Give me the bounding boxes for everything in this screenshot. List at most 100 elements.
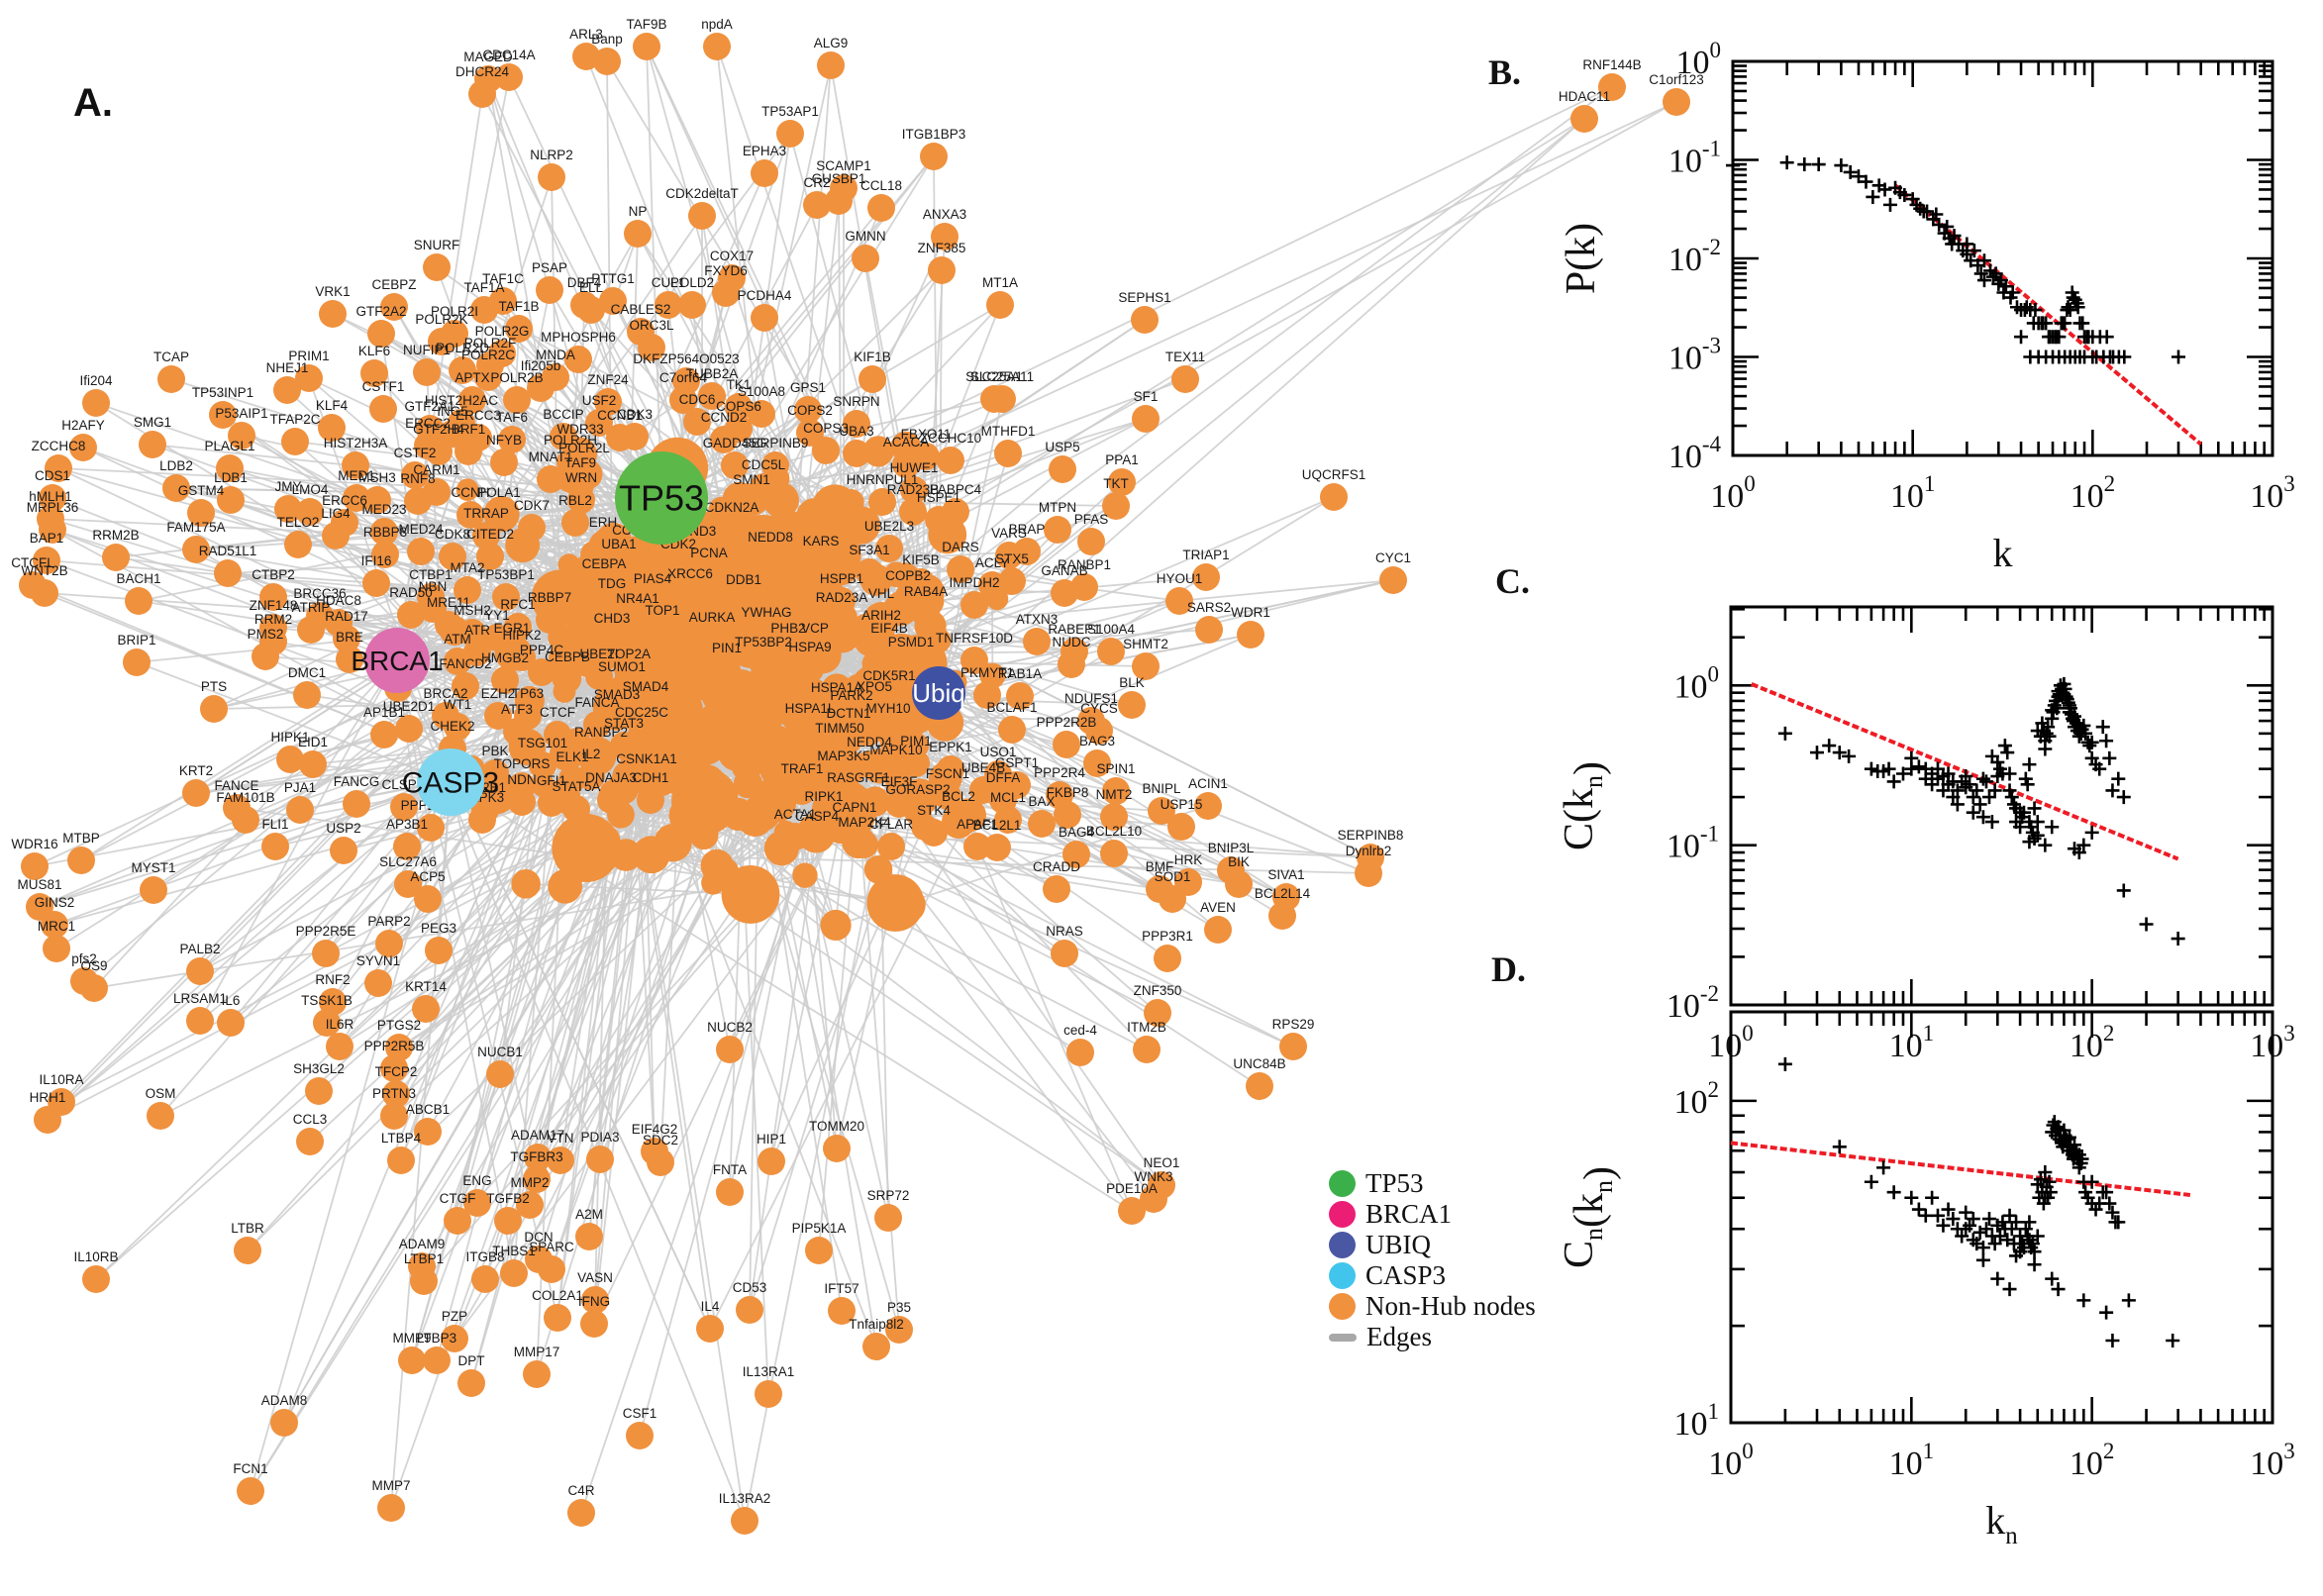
plot-frame	[1731, 59, 2274, 457]
panel-label-b: B.	[1488, 52, 1522, 92]
data-point	[2045, 820, 2060, 835]
data-point	[1777, 1056, 1792, 1071]
tick-label: 102	[1674, 1077, 1720, 1121]
plot-frame	[1729, 605, 2274, 1007]
data-point	[2002, 783, 2017, 798]
data-point	[1882, 197, 1897, 212]
data-point	[1990, 1271, 2005, 1286]
data-point	[2002, 1282, 2017, 1297]
tick-label: 10-2	[1668, 235, 1721, 278]
data-point	[1972, 797, 1987, 812]
data-point	[1810, 746, 1824, 760]
data-point	[2139, 917, 2154, 932]
panel-label-c: C.	[1495, 561, 1530, 601]
axis-title: kn	[1985, 1498, 2018, 1549]
tick-label: 10-1	[1666, 822, 1719, 865]
tick-label: 103	[2250, 1439, 2295, 1482]
tick-label: 100	[1676, 38, 1722, 81]
tick-label: 102	[2070, 471, 2116, 515]
axis-title: Cn(kn)	[1557, 1166, 1622, 1268]
data-point	[2099, 734, 2114, 748]
tick-label: 100	[1708, 1439, 1754, 1482]
data-point	[1925, 1190, 1940, 1205]
legend-dot-icon	[1329, 1170, 1356, 1197]
data-point	[2171, 932, 2185, 947]
legend-item-edges: Edges	[1329, 1322, 1536, 1352]
data-point	[1886, 1185, 1901, 1200]
data-point	[2022, 757, 2037, 772]
data-point	[1975, 771, 1990, 786]
data-point	[1876, 1160, 1891, 1175]
data-point	[1822, 739, 1837, 753]
data-point	[1904, 1190, 1919, 1205]
tick-label: 101	[1890, 471, 1936, 515]
data-point	[2166, 1334, 2180, 1348]
legend-label: BRCA1	[1365, 1199, 1453, 1229]
tick-label: 10-2	[1666, 981, 1719, 1025]
data-points	[1726, 155, 2186, 364]
data-point	[1911, 759, 1926, 774]
data-point	[1797, 157, 1812, 172]
data-point	[1918, 1208, 1933, 1223]
data-point	[2116, 790, 2131, 805]
data-point	[2058, 316, 2072, 331]
data-point	[2000, 746, 2015, 760]
legend-label: CASP3	[1365, 1260, 1447, 1290]
data-point	[2099, 1305, 2114, 1320]
panel-label-a: A.	[73, 81, 113, 125]
legend-item-casp3: CASP3	[1329, 1260, 1536, 1291]
tick-label: 100	[1674, 661, 1720, 705]
legend-label: TP53	[1365, 1168, 1424, 1198]
data-point	[2038, 838, 2053, 852]
data-point	[1997, 739, 2012, 753]
legend-dot-icon	[1329, 1293, 1356, 1320]
data-point	[1866, 189, 1880, 204]
legend-label: Edges	[1366, 1322, 1432, 1351]
data-point	[2082, 739, 2097, 753]
data-point	[2027, 1257, 2042, 1272]
legend-label: UBIQ	[1365, 1230, 1431, 1259]
data-point	[2045, 1271, 2060, 1286]
panel-label-d: D.	[1491, 949, 1526, 989]
data-point	[1972, 1225, 1987, 1240]
data-point	[1834, 158, 1849, 173]
data-points	[1777, 1056, 2180, 1348]
data-point	[2102, 750, 2117, 765]
legend-item-nonhub: Non-Hub nodes	[1329, 1291, 1536, 1322]
legend-label: Non-Hub nodes	[1365, 1291, 1536, 1321]
axis-title: P(k)	[1559, 223, 1604, 294]
data-point	[1811, 157, 1826, 172]
data-point	[2014, 330, 2029, 345]
data-point	[1981, 1212, 1996, 1227]
tick-label: 10-4	[1668, 432, 1722, 475]
data-point	[1975, 1252, 1990, 1267]
data-point	[2075, 316, 2090, 331]
data-point	[1966, 790, 1980, 805]
data-point	[2099, 330, 2114, 345]
data-point	[2084, 825, 2099, 840]
data-point	[2095, 720, 2110, 735]
data-point	[1777, 726, 1792, 741]
legend-item-brca1: BRCA1	[1329, 1199, 1536, 1230]
fit-line	[1730, 1141, 2191, 1197]
tick-label: 101	[1674, 1399, 1720, 1443]
data-point	[2116, 883, 2131, 898]
data-point	[2051, 1282, 2066, 1297]
data-point	[2121, 1293, 2136, 1308]
data-point	[1864, 1174, 1878, 1189]
legend-dot-icon	[1329, 1232, 1356, 1258]
data-point	[1832, 1140, 1847, 1154]
axis-title: C(kn)	[1557, 761, 1612, 850]
legend-item-ubiq: UBIQ	[1329, 1230, 1536, 1260]
data-point	[1973, 266, 1988, 281]
panel-b-plot: 100 101 102 103 100 10-1 10-2 10-3 10-4 k P(k)	[1559, 38, 2295, 575]
tick-label: 101	[1889, 1439, 1935, 1482]
tick-label: 10-1	[1668, 137, 1721, 180]
tick-label: 102	[2070, 1439, 2115, 1482]
data-points	[1777, 676, 2185, 947]
axis-title: k	[1993, 531, 2013, 575]
legend-item-tp53: TP53	[1329, 1168, 1536, 1199]
